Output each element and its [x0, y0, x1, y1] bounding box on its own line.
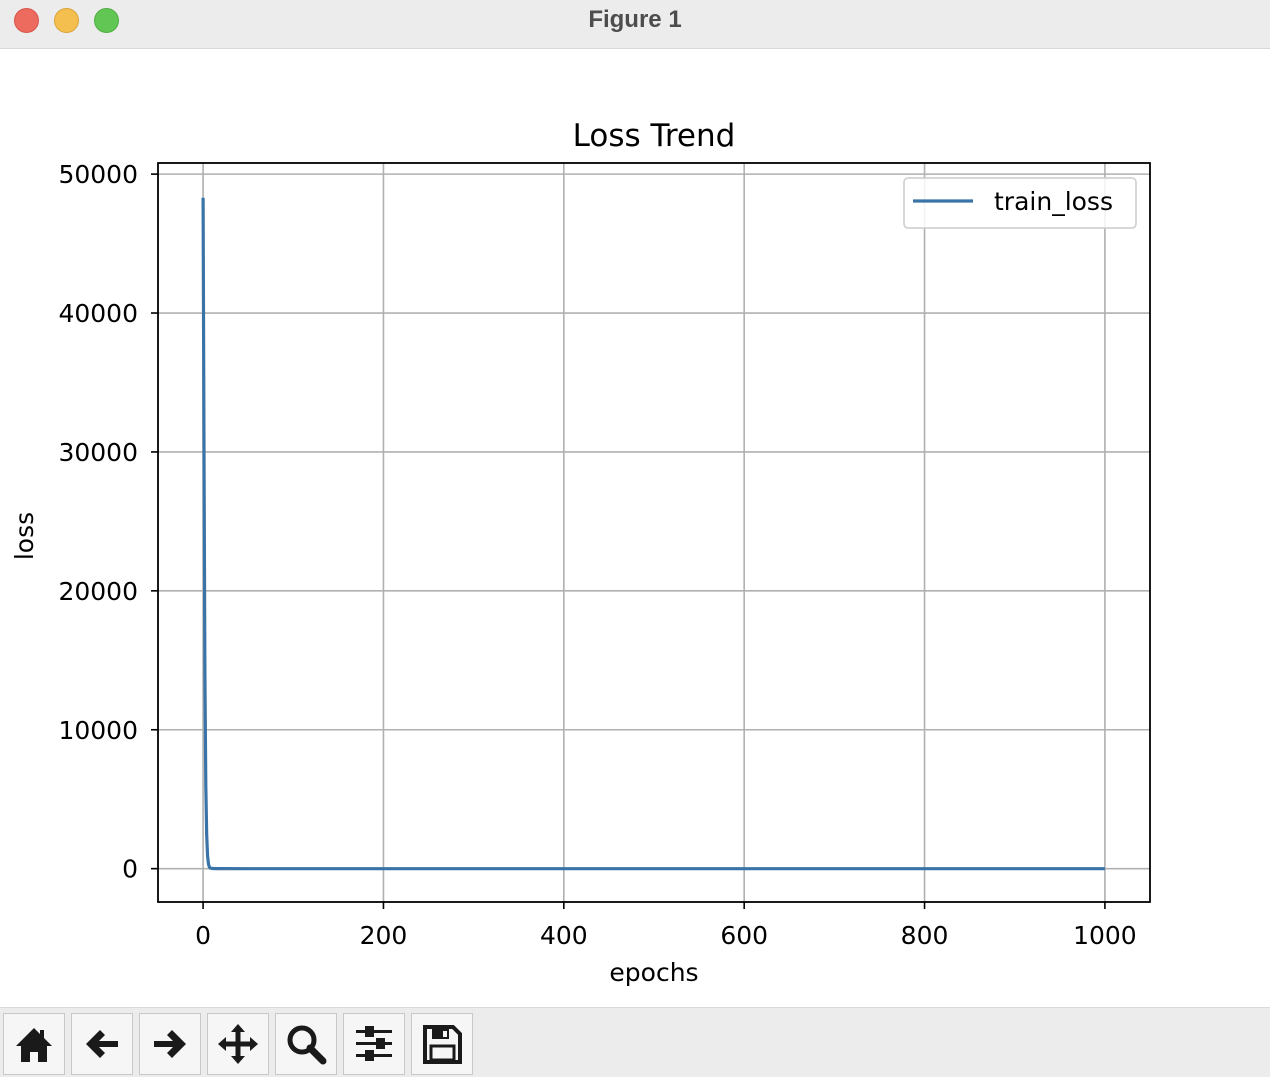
home-icon [16, 1028, 52, 1062]
figure-canvas: 0 200 400 600 800 1000 0 10000 20000 30000 40000 5… [0, 49, 1270, 1007]
sliders-icon [356, 1026, 392, 1061]
legend-box [903, 177, 1137, 229]
y-tick-label: 10000 [58, 716, 138, 745]
loss-chart: 0 200 400 600 800 1000 0 10000 20000 30000 40000 5… [10, 118, 1151, 987]
arrow-right-icon [154, 1030, 186, 1058]
magnifier-icon [287, 1025, 327, 1065]
legend: train_loss [903, 177, 1137, 229]
forward-button[interactable] [139, 1013, 201, 1075]
x-tick-label: 200 [360, 921, 408, 950]
x-tick-label: 0 [195, 921, 211, 950]
back-button[interactable] [71, 1013, 133, 1075]
x-tick-label: 400 [540, 921, 588, 950]
train-loss-line [201, 197, 1105, 871]
y-tick-label: 0 [122, 855, 138, 884]
zoom-button[interactable] [275, 1013, 337, 1075]
move-icon [218, 1024, 258, 1064]
y-tick-label: 30000 [58, 438, 138, 467]
figure-toolbar [0, 1007, 1270, 1077]
y-axis-label: loss [10, 512, 39, 560]
x-axis-label: epochs [609, 958, 698, 987]
title-bar: Figure 1 [0, 0, 1270, 49]
x-tick-label: 800 [901, 921, 949, 950]
close-window-button[interactable] [14, 8, 39, 33]
y-tick-label: 50000 [58, 160, 138, 189]
chart-title: Loss Trend [573, 118, 736, 154]
y-tick-label: 40000 [58, 299, 138, 328]
pan-button[interactable] [207, 1013, 269, 1075]
y-tick-label: 20000 [58, 577, 138, 606]
plot-frame [157, 162, 1151, 903]
arrow-left-icon [86, 1030, 118, 1058]
x-tick-label: 600 [720, 921, 768, 950]
floppy-disk-icon [423, 1025, 462, 1064]
home-button[interactable] [3, 1013, 65, 1075]
minimize-window-button[interactable] [54, 8, 79, 33]
configure-subplots-button[interactable] [343, 1013, 405, 1075]
x-tick-label: 1000 [1073, 921, 1137, 950]
plot-background [158, 163, 1150, 902]
legend-label-train-loss: train_loss [994, 187, 1113, 216]
window-title: Figure 1 [588, 6, 682, 33]
save-button[interactable] [411, 1013, 473, 1075]
maximize-window-button[interactable] [94, 8, 119, 33]
